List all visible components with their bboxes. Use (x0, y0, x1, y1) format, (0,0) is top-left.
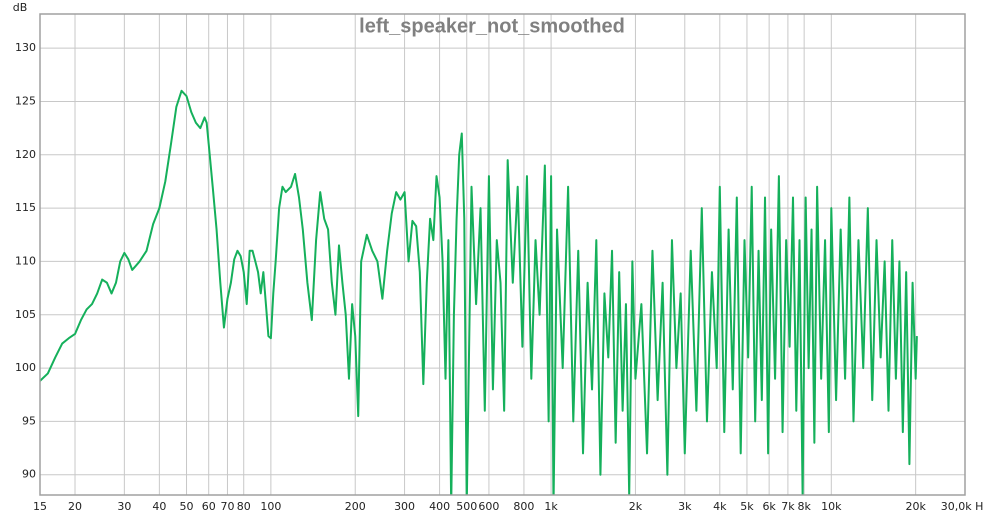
series-layer (40, 89, 918, 495)
x-tick-label: 1k (544, 500, 558, 513)
y-tick-label: 105 (15, 308, 36, 321)
x-tick-label: 4k (713, 500, 727, 513)
y-tick-label: 95 (22, 414, 36, 427)
chart-title: left_speaker_not_smoothed (359, 15, 625, 37)
y-tick-label: 100 (15, 361, 36, 374)
x-tick-label: 30 (117, 500, 131, 513)
x-tick-label: 500 (456, 500, 477, 513)
x-tick-label: 400 (429, 500, 450, 513)
y-tick-label: 120 (15, 148, 36, 161)
x-tick-label: 5k (740, 500, 754, 513)
x-tick-label: 100 (260, 500, 281, 513)
x-tick-label: 20 (68, 500, 82, 513)
y-axis-label: dB (13, 1, 28, 14)
x-tick-label: 3k (678, 500, 692, 513)
plot-border (39, 13, 966, 496)
x-tick-label: 300 (394, 500, 415, 513)
x-tick-label: 6k (762, 500, 776, 513)
x-tick-label: 15 (33, 500, 47, 513)
y-tick-label: 90 (22, 468, 36, 481)
x-tick-label: 10k (821, 500, 842, 513)
y-tick-label: 115 (15, 201, 36, 214)
x-tick-label: 40 (152, 500, 166, 513)
x-tick-label: 70 (220, 500, 234, 513)
x-tick-label: 2k (629, 500, 643, 513)
x-tick-label: 7k (781, 500, 795, 513)
x-tick-label: 30,0k Hz (941, 500, 983, 513)
y-tick-label: 110 (15, 254, 36, 267)
x-tick-label: 200 (345, 500, 366, 513)
y-tick-label: 125 (15, 94, 36, 107)
series-line (40, 89, 918, 495)
x-tick-label: 50 (180, 500, 194, 513)
x-tick-label: 800 (513, 500, 534, 513)
x-tick-label: 20k (905, 500, 926, 513)
x-tick-label: 80 (237, 500, 251, 513)
x-tick-label: 8k (797, 500, 811, 513)
x-tick-label: 600 (478, 500, 499, 513)
x-tick-label: 60 (202, 500, 216, 513)
y-tick-label: 130 (15, 41, 36, 54)
